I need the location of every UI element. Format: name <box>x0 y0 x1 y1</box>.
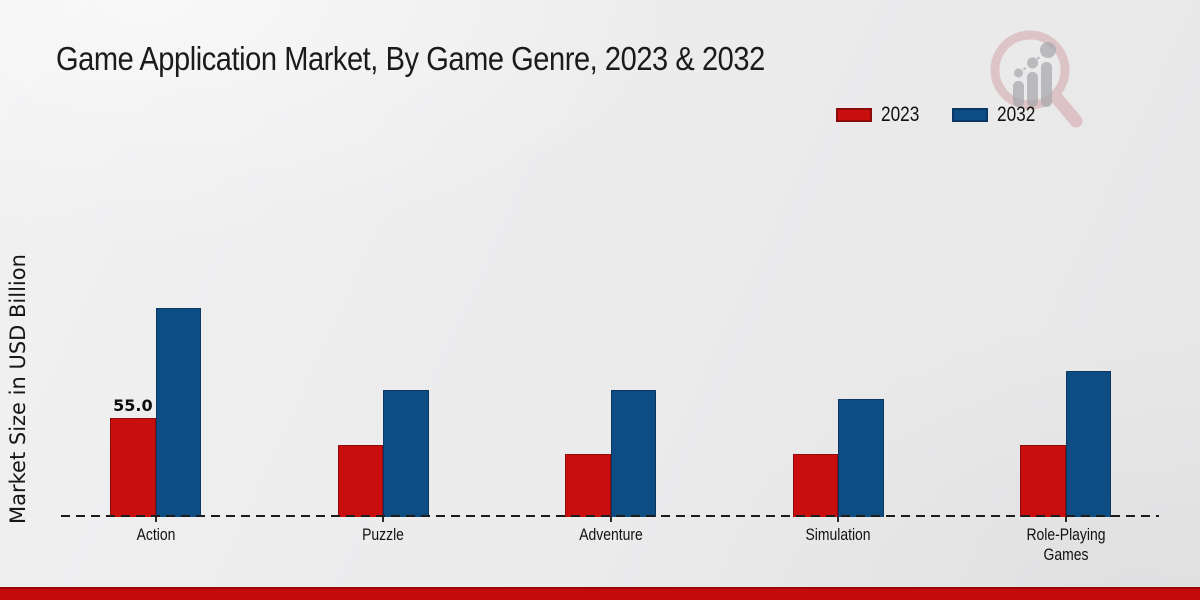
x-tick-label-puzzle: Puzzle <box>362 525 405 544</box>
x-axis-baseline <box>61 515 1159 517</box>
bar-2032-action <box>155 307 202 517</box>
x-tick-label-action: Action <box>136 525 176 544</box>
bar-2023-adventure <box>565 454 611 517</box>
bar-2032-puzzle <box>383 389 429 517</box>
magnifier-bar-chart-logo-watermark <box>990 30 1083 128</box>
legend-entry-2032: 2032 <box>951 103 1044 127</box>
bar-2023-puzzle <box>337 445 384 517</box>
bar-2023-role-playing-games <box>1020 445 1066 517</box>
legend-label-2023: 2023 <box>881 103 920 126</box>
bar-2032-role-playing-games <box>1065 370 1112 517</box>
x-tick-puzzle <box>382 517 385 522</box>
x-tick-action <box>154 517 157 522</box>
bar-2032-adventure <box>610 389 657 517</box>
x-tick-label-adventure: Adventure <box>578 525 643 544</box>
footer-accent-bar <box>0 587 1200 600</box>
x-tick-label-simulation: Simulation <box>805 525 871 544</box>
x-tick-adventure <box>609 517 612 522</box>
chart-title: Game Application Market, By Game Genre, … <box>56 40 765 77</box>
bar-2023-simulation <box>792 454 839 517</box>
legend: 2023 2032 <box>836 103 1043 127</box>
legend-label-2032: 2032 <box>996 103 1036 126</box>
bar-2032-simulation <box>838 399 884 517</box>
legend-swatch-2023 <box>836 108 872 122</box>
legend-entry-2023: 2023 <box>836 103 928 127</box>
x-tick-simulation <box>837 517 840 522</box>
bar-2023-action <box>110 418 156 517</box>
legend-swatch-2032 <box>951 108 988 122</box>
x-tick-label-role-playing-games: Role-Playing Games <box>1026 525 1106 565</box>
bar-value-label: 55.0 <box>113 396 153 416</box>
x-tick-role-playing-games <box>1064 517 1067 522</box>
